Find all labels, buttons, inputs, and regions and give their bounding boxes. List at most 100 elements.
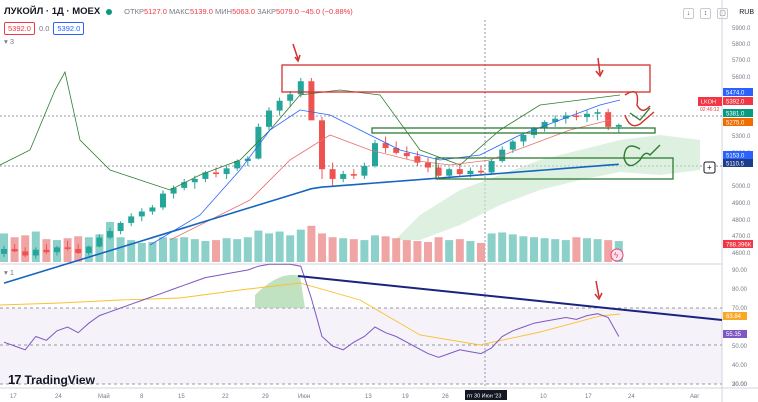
buy-button[interactable]: 5392.0 — [53, 22, 85, 35]
volume-bar — [561, 240, 570, 262]
base-line — [149, 99, 621, 246]
time-tick-label: 19 — [402, 394, 409, 400]
volume-bar — [169, 238, 178, 262]
volume-bar — [360, 240, 369, 262]
candle-body — [425, 162, 431, 168]
volume-bar — [466, 241, 475, 262]
candle-body — [605, 112, 612, 127]
rsi-indicator-label[interactable]: ▾ 1 — [4, 268, 15, 277]
time-tick-label: Май — [98, 393, 110, 400]
candle-body — [170, 187, 177, 194]
candle-body — [191, 178, 198, 183]
candle-body — [149, 207, 156, 212]
price-tick-label: 5300.0 — [732, 134, 751, 140]
lightning-icon[interactable] — [610, 248, 624, 262]
candle-body — [478, 170, 484, 173]
time-tick-label: 17 — [10, 394, 17, 400]
arrow-up-icon[interactable]: ↕ — [700, 8, 711, 19]
time-tick-label: Июн — [298, 394, 310, 400]
volume-bar — [381, 236, 390, 262]
arrow-down-icon[interactable]: ↓ — [683, 8, 694, 19]
time-tick-label: 24 — [628, 394, 635, 400]
volume-bar — [233, 239, 242, 262]
spread-value: 0.0 — [38, 24, 50, 33]
candle-body — [213, 172, 219, 175]
volume-bar — [604, 240, 613, 262]
candle-body — [350, 174, 357, 176]
candles — [1, 77, 622, 259]
candle-body — [509, 141, 516, 150]
support-zone-box[interactable] — [435, 157, 674, 180]
volume-bar — [95, 234, 104, 262]
candle-body — [340, 174, 347, 179]
rsi-tick-label: 50.00 — [732, 344, 748, 350]
candle-body — [223, 168, 230, 175]
indicators-toggle[interactable]: ▾ 3 — [4, 37, 15, 46]
candle-body — [467, 170, 474, 175]
forecast-path-green-2 — [629, 107, 651, 121]
currency-label[interactable]: RUB — [739, 9, 754, 16]
tradingview-logo: 17 TradingView — [8, 372, 95, 387]
time-tick-label: 24 — [55, 394, 62, 400]
candle-body — [1, 248, 7, 254]
rsi-tick-label: 90.00 — [732, 268, 748, 274]
volume-bar — [519, 236, 528, 262]
candle-body — [96, 237, 103, 247]
price-badge-text: 5153.0 — [726, 154, 745, 160]
price-badge-text: 5474.0 — [726, 91, 745, 97]
add-alert-icon[interactable] — [703, 161, 716, 174]
candle-body — [393, 148, 400, 153]
candle-body — [435, 167, 442, 176]
price-axis[interactable]: 5900.05800.05700.05600.05500.05300.05200… — [732, 26, 751, 257]
market-status-icon — [106, 8, 113, 15]
logo-text: TradingView — [24, 372, 95, 387]
ticker-badge — [698, 97, 722, 106]
sell-button[interactable]: 5392.0 — [4, 22, 35, 35]
support-line-box[interactable] — [371, 127, 656, 134]
price-badge-text: 5381.0 — [726, 112, 745, 118]
price-badge-text: 5275.0 — [726, 121, 745, 127]
candle-body — [541, 121, 548, 129]
rsi-badge-text: 55.35 — [726, 332, 742, 338]
chart-header: ЛУКОЙЛ · 1Д · MOEX ОТКР5127.0 МАКС5139.0… — [0, 0, 700, 46]
annotation-arrow-head-icon — [294, 54, 301, 63]
volume-bar — [349, 239, 358, 262]
resistance-box[interactable] — [281, 64, 651, 93]
ichimoku-cloud — [395, 135, 700, 240]
time-axis[interactable]: 17 24 Май 8 15 22 29 Июн 13 19 26 10 17 24 Авг пт 30 Ию… — [10, 390, 700, 400]
price-badge — [723, 240, 753, 248]
symbol-title[interactable]: ЛУКОЙЛ · 1Д · MOEX — [4, 6, 101, 17]
candle-body — [11, 248, 18, 252]
volume-bar — [328, 237, 337, 262]
candle-body — [615, 124, 622, 127]
ticker-time: 02:46:12 — [700, 107, 720, 113]
volume-bar — [265, 233, 273, 262]
candle-body — [107, 231, 113, 238]
price-tick-label: 5800.0 — [732, 42, 751, 48]
time-tick-label: 26 — [442, 394, 449, 400]
ohlc-values: ОТКР5127.0 МАКС5139.0 МИН5063.0 ЗАКР5079… — [124, 7, 353, 16]
time-tick-label: 22 — [222, 394, 229, 400]
volume-bar — [434, 237, 443, 262]
rsi-tick-label: 30.00 — [732, 382, 748, 388]
candle-body — [520, 134, 527, 142]
rsi-tick-label: 20.00 — [732, 382, 748, 388]
candle-body — [594, 112, 601, 114]
price-badge — [723, 109, 753, 117]
candle-body — [297, 81, 304, 95]
price-badge — [723, 97, 753, 105]
annotation-arrow-head-icon — [595, 69, 604, 78]
forecast-path-red — [624, 91, 651, 111]
candle-body — [276, 100, 283, 111]
price-tick-label: 4800.0 — [732, 218, 751, 224]
volume-bar — [551, 239, 560, 262]
divergence-trendline[interactable] — [297, 275, 723, 321]
candle-body — [382, 143, 389, 148]
volume-bar — [593, 239, 602, 262]
price-tick-label: 4700.0 — [732, 234, 751, 240]
candle-body — [308, 81, 315, 121]
conversion-line — [169, 119, 611, 241]
volume-bar — [222, 238, 231, 262]
